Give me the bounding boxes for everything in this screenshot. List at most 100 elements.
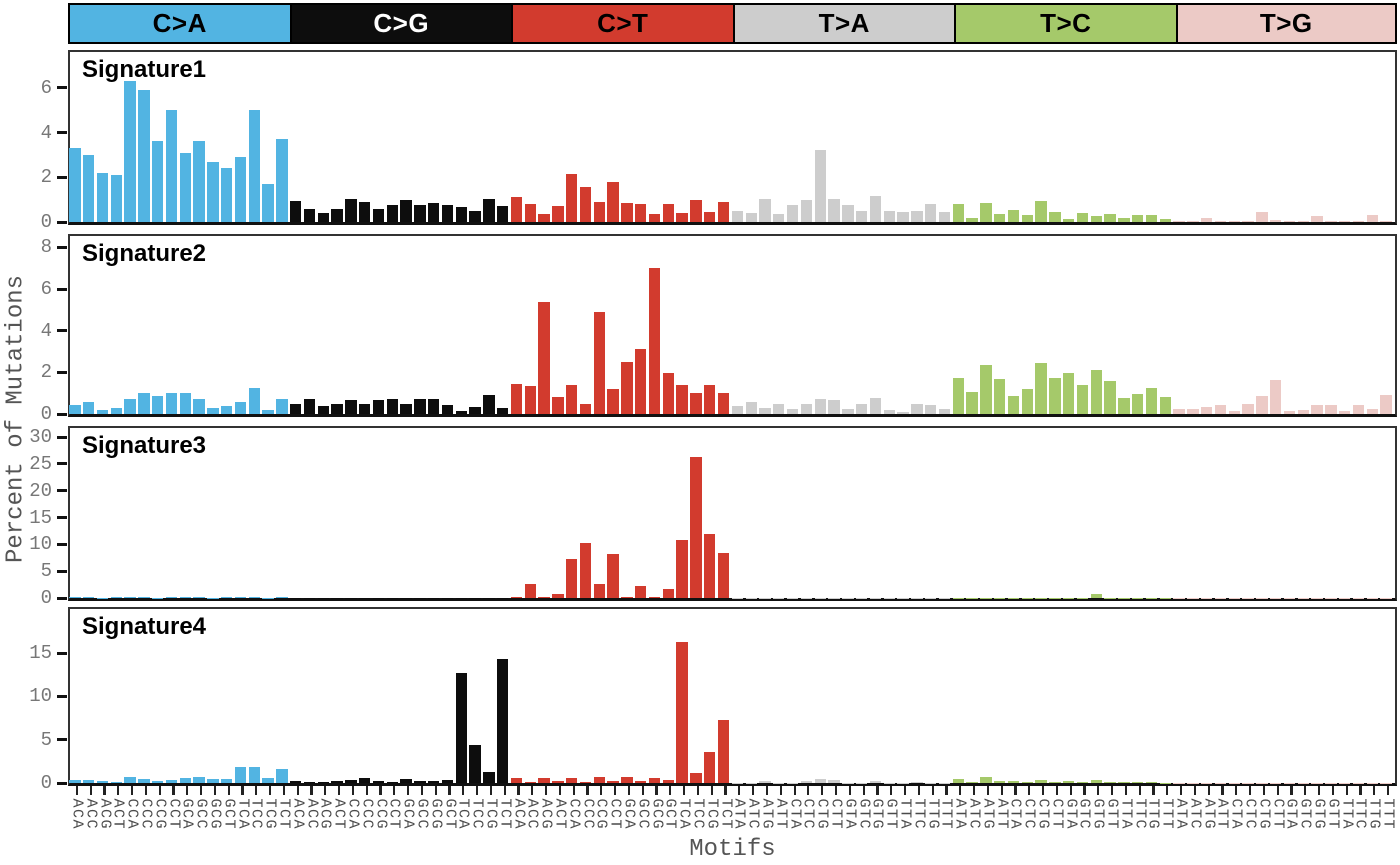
bar-T-to-A-TTA xyxy=(897,211,909,222)
x-tick-mark xyxy=(379,786,382,795)
bar-T-to-G-CTT xyxy=(1269,597,1282,598)
bar-T-to-C-CTT xyxy=(1049,377,1061,414)
bar-C-to-T-TCA xyxy=(676,539,688,598)
bar-C-to-A-ACA xyxy=(69,779,81,783)
bar-C-to-T-ACA xyxy=(510,597,523,598)
x-tick-mark xyxy=(572,786,575,795)
bar-C-to-T-CCG xyxy=(593,312,606,414)
bar-T-to-G-ATG xyxy=(1200,406,1213,414)
bar-C-to-G-GCT xyxy=(441,205,454,222)
bar-T-to-A-GTA xyxy=(842,782,854,783)
x-tick-mark xyxy=(407,786,410,795)
x-tick-mark xyxy=(710,786,713,795)
bar-T-to-A-TTG xyxy=(924,782,937,783)
bar-C-to-A-GCG xyxy=(207,407,219,414)
bar-T-to-C-ATT xyxy=(993,214,1006,222)
bar-T-to-G-GTC xyxy=(1297,782,1309,783)
bar-C-to-A-CCC xyxy=(138,90,150,222)
bar-T-to-A-CTT xyxy=(828,198,840,222)
bar-C-to-T-ACA xyxy=(510,383,523,414)
x-tick-mark xyxy=(1014,786,1017,795)
bar-T-to-G-ATC xyxy=(1187,782,1199,783)
x-tick-mark xyxy=(531,786,534,795)
bar-C-to-G-ACC xyxy=(303,597,316,598)
bar-T-to-C-TTT xyxy=(1159,218,1171,222)
bar-C-to-A-TCA xyxy=(234,157,247,222)
bar-T-to-G-GTG xyxy=(1311,782,1323,783)
bar-T-to-G-CTA xyxy=(1228,782,1240,783)
bar-C-to-T-CCA xyxy=(566,778,578,783)
bar-C-to-T-GCG xyxy=(648,214,661,222)
bar-T-to-C-TTT xyxy=(1159,397,1171,414)
bar-C-to-A-TCT xyxy=(276,597,288,598)
bar-T-to-G-GTT xyxy=(1325,404,1337,414)
bar-T-to-G-ATT xyxy=(1214,782,1227,783)
x-tick-mark xyxy=(558,786,562,795)
bar-C-to-A-GCT xyxy=(221,597,233,598)
header-class-C-to-T: C>T xyxy=(511,3,735,44)
bar-T-to-G-GTT xyxy=(1325,597,1337,598)
bar-C-to-A-ACA xyxy=(69,148,81,222)
bar-C-to-G-CCC xyxy=(359,201,371,222)
bar-T-to-G-ATA xyxy=(1173,597,1185,598)
bar-C-to-T-GCA xyxy=(621,361,633,414)
y-tick-mark xyxy=(57,542,67,546)
bar-C-to-A-GCC xyxy=(193,141,205,222)
bar-C-to-T-ACC xyxy=(524,584,537,598)
bar-C-to-T-GCA xyxy=(621,776,633,783)
y-tick-label: 4 xyxy=(40,121,52,144)
bar-C-to-T-ACG xyxy=(538,597,550,598)
y-tick-label: 6 xyxy=(40,278,52,301)
bar-T-to-G-TTC xyxy=(1352,404,1365,414)
bar-T-to-G-ATT xyxy=(1214,404,1227,414)
x-tick-mark xyxy=(448,786,451,795)
bar-T-to-C-GTA xyxy=(1062,373,1075,414)
bar-C-to-T-TCT xyxy=(717,719,730,783)
bar-T-to-A-ATC xyxy=(745,213,757,222)
bar-T-to-C-GTC xyxy=(1076,597,1089,598)
y-tick-mark xyxy=(57,245,67,249)
bar-T-to-A-GTG xyxy=(869,398,882,414)
x-tick-mark xyxy=(172,786,175,795)
x-tick-mark xyxy=(310,786,313,795)
bar-C-to-A-CCG xyxy=(152,781,164,783)
bar-C-to-A-ACG xyxy=(96,597,109,598)
x-tick-mark xyxy=(793,786,796,795)
bar-C-to-A-GCG xyxy=(207,161,219,222)
x-axis-title: Motifs xyxy=(689,836,776,863)
bar-C-to-G-CCT xyxy=(386,205,399,222)
x-tick-mark xyxy=(131,786,134,795)
bar-T-to-C-CTC xyxy=(1021,782,1033,783)
bar-T-to-G-CTC xyxy=(1242,403,1254,414)
x-tick-mark xyxy=(600,786,603,795)
bar-T-to-A-GTG xyxy=(869,597,882,598)
bar-C-to-T-CCA xyxy=(566,173,578,222)
bar-T-to-C-GTG xyxy=(1090,780,1102,783)
bar-C-to-T-ACA xyxy=(510,778,523,783)
x-tick-mark xyxy=(158,786,161,795)
bar-C-to-T-ACT xyxy=(552,206,564,222)
bar-C-to-G-CCT xyxy=(386,597,399,598)
x-tick-mark xyxy=(200,786,203,795)
bar-C-to-A-TCG xyxy=(262,409,274,414)
bar-T-to-A-CTC xyxy=(800,199,813,222)
bar-C-to-G-GCC xyxy=(414,781,426,783)
bar-T-to-C-ATG xyxy=(980,597,992,598)
y-tick-label: 20 xyxy=(29,479,52,502)
bar-T-to-C-TTT xyxy=(1159,782,1171,783)
bar-C-to-G-GCC xyxy=(414,597,426,598)
bar-T-to-A-ATG xyxy=(759,597,771,598)
y-tick-label: 5 xyxy=(40,728,52,751)
bar-C-to-G-TCA xyxy=(455,673,468,783)
bar-T-to-C-CTG xyxy=(1035,363,1047,414)
x-tick-mark xyxy=(655,786,658,795)
signature3-title: Signature3 xyxy=(82,432,207,459)
bar-C-to-G-ACG xyxy=(317,405,330,414)
bar-T-to-G-TTT xyxy=(1380,597,1392,598)
x-tick-mark xyxy=(338,786,341,795)
bar-T-to-G-CTC xyxy=(1242,220,1254,222)
y-tick-mark xyxy=(57,329,67,333)
bar-T-to-G-CTT xyxy=(1269,379,1282,414)
bar-C-to-G-CCA xyxy=(345,400,357,414)
header-class-T-to-A: T>A xyxy=(732,3,956,44)
